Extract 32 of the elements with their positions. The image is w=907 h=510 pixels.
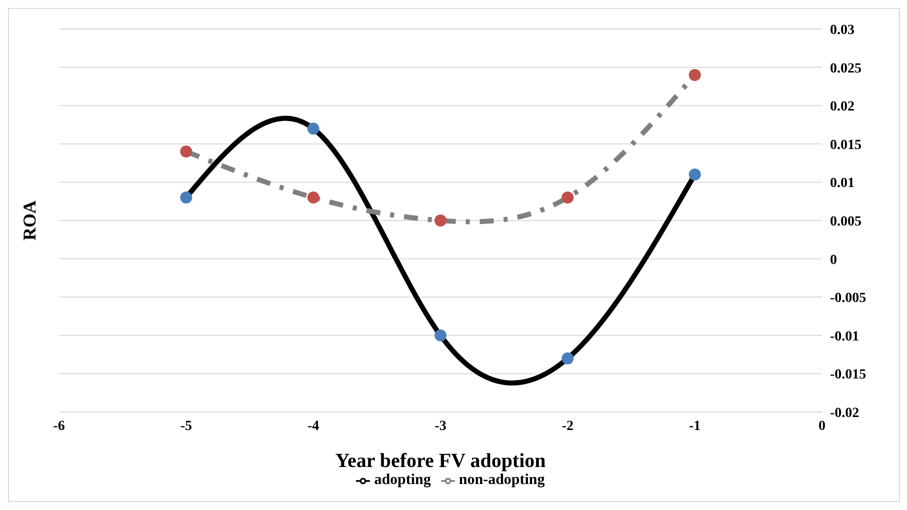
- legend-label: non-adopting: [458, 472, 545, 488]
- y-axis-title: ROA: [19, 200, 40, 240]
- point: [434, 214, 446, 226]
- y-tick-label: 0: [830, 252, 837, 268]
- point: [562, 352, 574, 364]
- y-tick-label: 0.01: [830, 176, 854, 192]
- x-axis-title: Year before FV adoption: [335, 450, 546, 472]
- point: [688, 68, 701, 81]
- y-tick-label: -0.015: [830, 368, 866, 383]
- y-tick-label: 0.025: [830, 61, 862, 76]
- x-tick-label: -1: [688, 418, 701, 434]
- x-tick-label: -6: [53, 418, 65, 434]
- point: [180, 146, 192, 158]
- point: [434, 329, 446, 342]
- y-tick-label: 0.015: [830, 138, 862, 153]
- point: [307, 122, 320, 135]
- point: [180, 192, 192, 204]
- y-tick-label: -0.02: [830, 406, 860, 421]
- x-tick-label: -3: [434, 418, 446, 434]
- point: [562, 192, 574, 204]
- legend-label: adopting: [374, 472, 431, 488]
- x-tick-label: 0: [818, 418, 826, 434]
- point: [688, 168, 701, 181]
- point: [307, 192, 320, 204]
- x-tick-label: -4: [307, 418, 320, 434]
- y-tick-label: -0.01: [830, 329, 860, 344]
- y-tick-label: 0.03: [830, 22, 854, 38]
- y-tick-label: 0.005: [830, 214, 862, 230]
- y-tick-label: 0.02: [830, 100, 854, 115]
- y-tick-label: -0.005: [830, 291, 866, 306]
- x-tick-label: -5: [180, 418, 192, 434]
- x-tick-label: -2: [562, 418, 574, 434]
